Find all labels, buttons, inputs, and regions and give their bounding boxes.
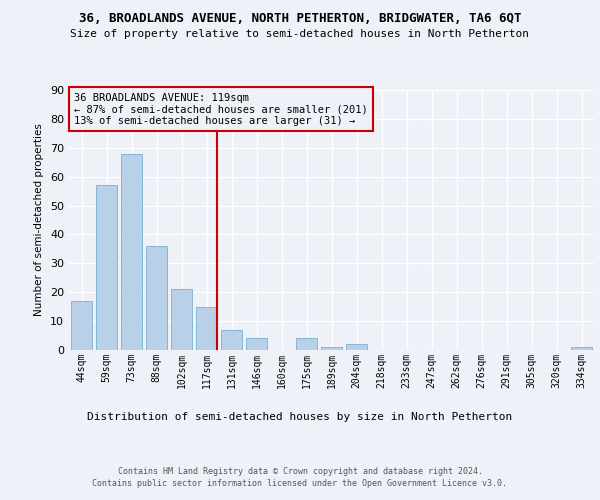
Bar — [71, 301, 92, 350]
Bar — [171, 290, 192, 350]
Text: 36, BROADLANDS AVENUE, NORTH PETHERTON, BRIDGWATER, TA6 6QT: 36, BROADLANDS AVENUE, NORTH PETHERTON, … — [79, 12, 521, 26]
Text: 36 BROADLANDS AVENUE: 119sqm
← 87% of semi-detached houses are smaller (201)
13%: 36 BROADLANDS AVENUE: 119sqm ← 87% of se… — [74, 92, 368, 126]
Text: Distribution of semi-detached houses by size in North Petherton: Distribution of semi-detached houses by … — [88, 412, 512, 422]
Bar — [121, 154, 142, 350]
Y-axis label: Number of semi-detached properties: Number of semi-detached properties — [34, 124, 44, 316]
Text: Contains public sector information licensed under the Open Government Licence v3: Contains public sector information licen… — [92, 479, 508, 488]
Text: Contains HM Land Registry data © Crown copyright and database right 2024.: Contains HM Land Registry data © Crown c… — [118, 468, 482, 476]
Bar — [571, 347, 592, 350]
Bar — [346, 344, 367, 350]
Bar — [296, 338, 317, 350]
Bar — [146, 246, 167, 350]
Bar — [246, 338, 267, 350]
Text: Size of property relative to semi-detached houses in North Petherton: Size of property relative to semi-detach… — [71, 29, 530, 39]
Bar — [96, 186, 117, 350]
Bar — [321, 347, 342, 350]
Bar — [196, 306, 217, 350]
Bar — [221, 330, 242, 350]
